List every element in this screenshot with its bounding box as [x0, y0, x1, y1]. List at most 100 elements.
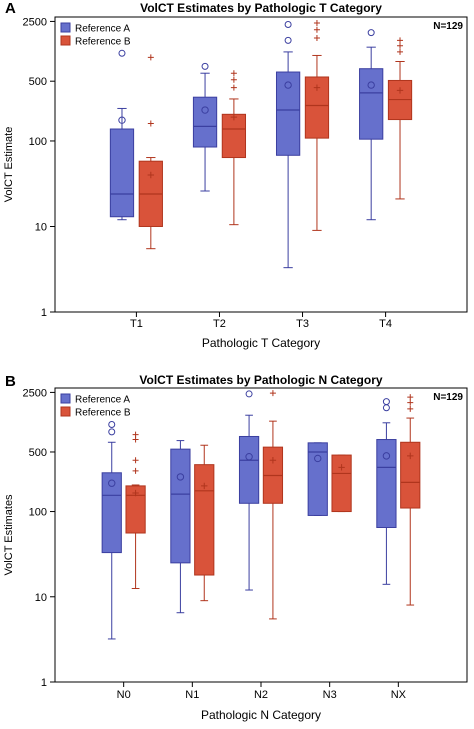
mean-marker	[313, 84, 321, 91]
box-iqr	[221, 113, 247, 159]
box-reference-a-t3	[275, 21, 301, 269]
outlier-marker	[230, 84, 237, 91]
plot-frame	[54, 16, 468, 313]
box-iqr	[400, 441, 421, 509]
box-reference-a-n3	[307, 442, 328, 516]
box-reference-b-n2	[262, 390, 284, 620]
legend-label: Reference B	[75, 408, 131, 419]
box-reference-b-n3	[331, 454, 352, 513]
box-iqr	[275, 71, 301, 156]
outlier-marker	[313, 19, 320, 26]
box-reference-b-t2	[221, 70, 247, 226]
y-tick-label: 1	[41, 307, 47, 319]
box-reference-b-n1	[194, 444, 215, 602]
mean-marker	[201, 482, 208, 490]
outlier-marker	[367, 29, 375, 37]
chart-title: VolCT Estimates by Pathologic T Category	[140, 1, 382, 15]
mean-marker	[407, 452, 414, 460]
mean-marker	[269, 457, 277, 464]
box-iqr	[304, 76, 330, 139]
boxplot-chart-t-category: VolCT Estimates by Pathologic T Category…	[3, 1, 468, 350]
box-reference-b-t1	[138, 54, 163, 250]
outlier-marker	[407, 405, 414, 412]
legend-label: Reference A	[75, 24, 130, 35]
box-iqr	[192, 96, 218, 148]
y-tick-label: 500	[29, 447, 47, 459]
box-reference-b-t3	[304, 19, 330, 231]
y-tick-label: 1	[41, 677, 47, 689]
panel-label-b: B	[5, 373, 16, 390]
outlier-marker	[284, 36, 292, 44]
y-tick-label: 500	[29, 76, 47, 88]
box-reference-b-nx	[400, 394, 421, 606]
box-reference-a-nx	[376, 398, 397, 585]
x-tick-label: T3	[296, 318, 309, 330]
x-axis-label: Pathologic T Category	[202, 336, 320, 350]
outlier-marker	[132, 467, 139, 474]
outlier-marker	[284, 21, 292, 29]
box-reference-a-t2	[192, 62, 218, 192]
mean-marker	[230, 113, 238, 121]
x-tick-label: T2	[213, 318, 226, 330]
outlier-marker	[313, 26, 320, 33]
box-reference-a-n0	[101, 421, 122, 640]
y-tick-label: 10	[35, 592, 47, 604]
legend-swatch	[60, 406, 71, 417]
x-tick-label: N1	[185, 689, 199, 701]
box-iqr	[109, 128, 135, 218]
legend-swatch	[60, 22, 71, 33]
box-iqr	[359, 68, 384, 140]
outlier-marker	[313, 34, 320, 41]
outlier-marker	[118, 49, 126, 57]
x-tick-label: N0	[117, 689, 131, 701]
outlier-marker	[147, 120, 154, 127]
boxplot-chart-n-category: VolCT Estimates by Pathologic N Category…	[3, 373, 468, 722]
legend-swatch	[60, 35, 71, 46]
panel-label-a: A	[5, 0, 16, 17]
mean-marker	[382, 452, 391, 460]
mean-marker	[367, 81, 375, 89]
y-tick-label: 10	[35, 221, 47, 233]
y-axis-label: VolCT Estimates	[3, 494, 15, 576]
outlier-marker	[397, 42, 404, 49]
chart-title: VolCT Estimates by Pathologic N Category	[139, 373, 382, 387]
mean-marker	[201, 106, 209, 114]
x-tick-label: N3	[323, 689, 337, 701]
mean-marker	[147, 171, 155, 179]
box-iqr	[194, 464, 215, 576]
mean-marker	[314, 454, 322, 463]
outlier-marker	[397, 37, 404, 44]
box-reference-a-n1	[170, 440, 191, 614]
x-tick-label: T1	[130, 318, 143, 330]
mean-marker	[118, 116, 126, 124]
box-iqr	[307, 442, 328, 516]
y-tick-label: 100	[29, 507, 47, 519]
box-iqr	[376, 439, 397, 528]
box-reference-a-t1	[109, 49, 135, 221]
mean-marker	[396, 87, 404, 94]
box-reference-b-n0	[125, 431, 146, 590]
box-iqr	[238, 435, 260, 504]
box-iqr	[170, 448, 191, 564]
n-label: N=129	[433, 21, 463, 32]
x-tick-label: NX	[391, 689, 407, 701]
x-tick-label: N2	[254, 689, 268, 701]
mean-marker	[132, 489, 139, 497]
y-tick-label: 100	[29, 136, 47, 148]
mean-marker	[176, 473, 185, 481]
outlier-marker	[245, 390, 253, 398]
mean-marker	[338, 464, 345, 471]
outlier-marker	[201, 62, 209, 70]
outlier-marker	[230, 70, 237, 77]
outlier-marker	[108, 428, 116, 436]
outlier-marker	[108, 421, 116, 429]
outlier-marker	[382, 398, 390, 406]
box-reference-a-n2	[238, 390, 260, 591]
outlier-marker	[382, 404, 390, 412]
legend-swatch	[60, 393, 71, 404]
box-iqr	[101, 472, 122, 554]
mean-marker	[108, 479, 116, 487]
y-tick-label: 2500	[23, 387, 47, 399]
n-label: N=129	[433, 392, 463, 403]
legend-label: Reference B	[75, 37, 131, 48]
